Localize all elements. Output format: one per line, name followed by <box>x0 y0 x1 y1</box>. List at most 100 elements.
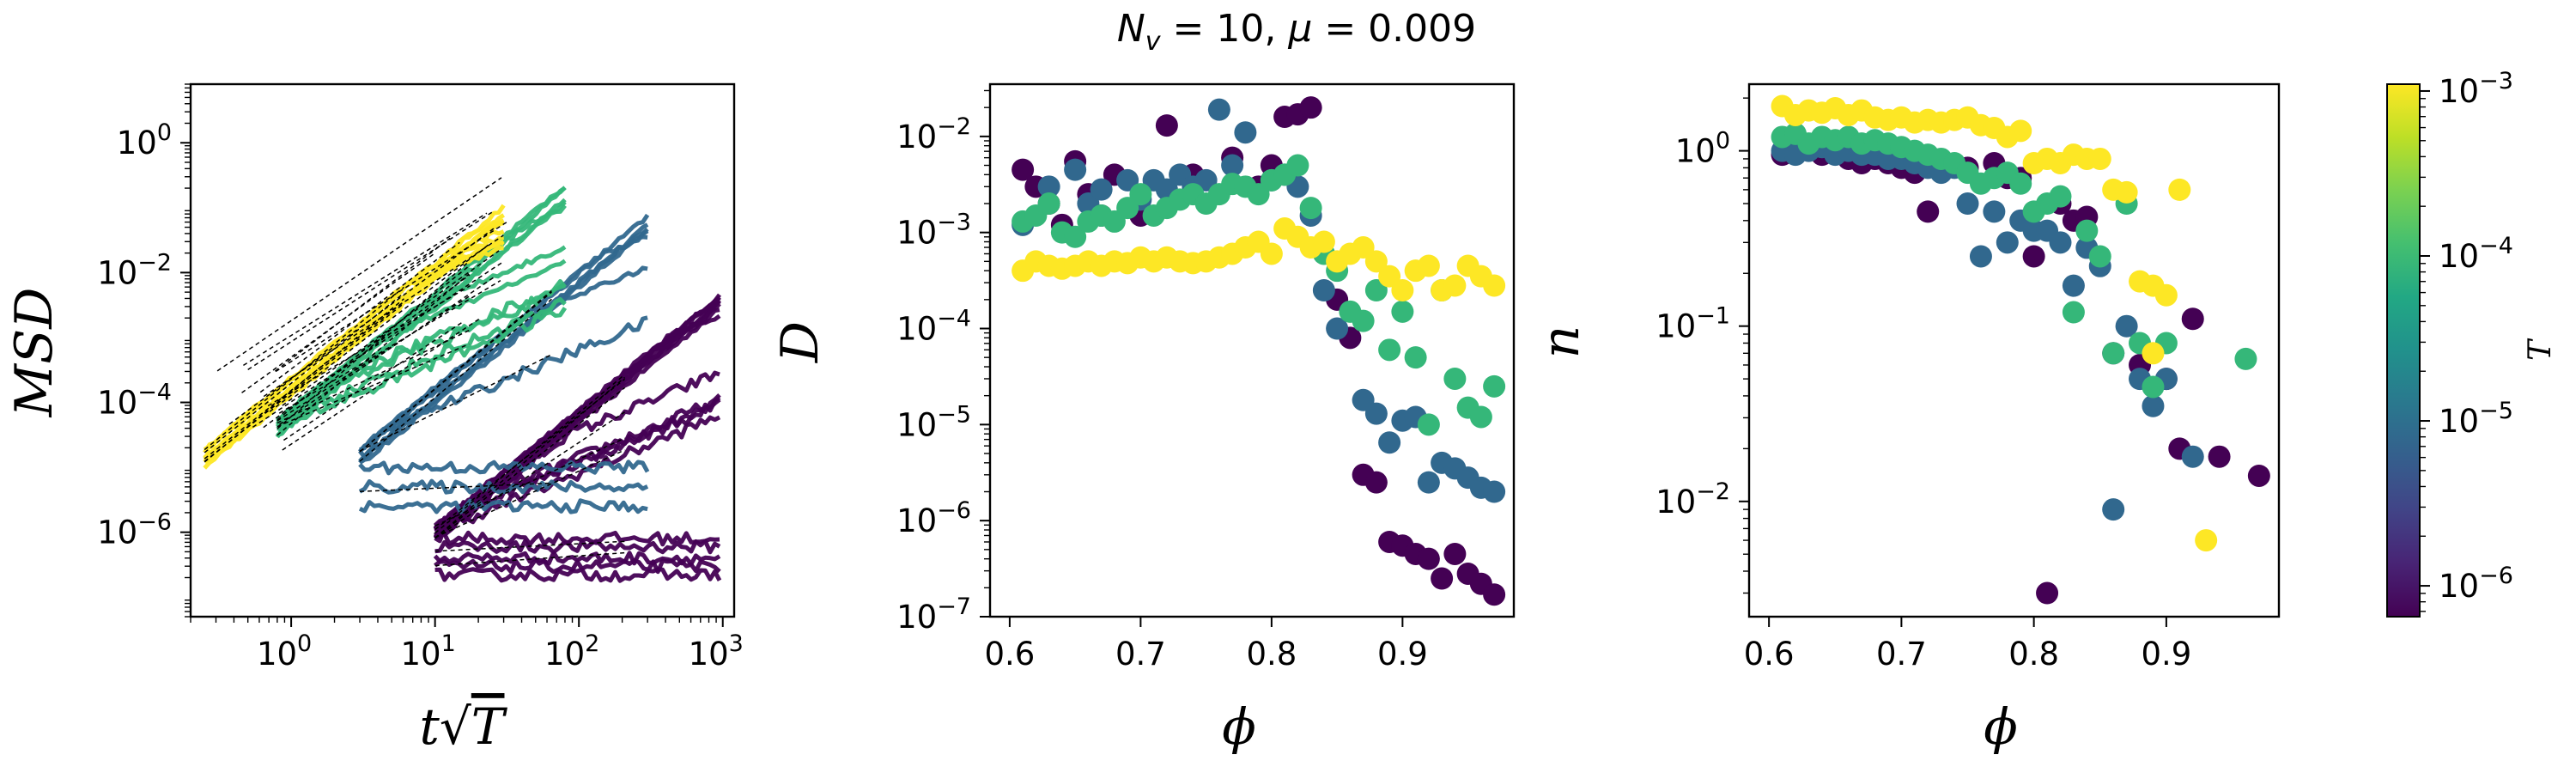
n-point <box>2234 347 2257 370</box>
D-point <box>1378 265 1401 288</box>
colorbar-label: T <box>2523 338 2558 361</box>
D-point <box>1483 274 1506 297</box>
D-x-tick-base: 0.8 <box>1246 636 1297 673</box>
n-y-tick-base: 10 <box>1656 484 1696 520</box>
n-x-tick-base: 0.8 <box>2008 636 2059 673</box>
n-y-axis-label: n <box>1531 326 1591 359</box>
n-y-tick-exponent: −1 <box>1696 303 1730 330</box>
figure-title: Nv = 10, μ = 0.009 <box>1117 7 1476 57</box>
D-series <box>1012 217 1506 302</box>
colorbar-tick-base: 10 <box>2439 403 2479 440</box>
msd-curve <box>434 539 721 555</box>
n-point <box>2049 185 2072 208</box>
D-y-tick-exponent: −5 <box>937 401 971 428</box>
msd-fit-line <box>360 482 552 493</box>
temperature-colorbar: 10−310−410−510−6T <box>2386 68 2558 618</box>
msd-curve <box>358 498 648 514</box>
msd-fit-line <box>243 212 488 367</box>
msd-fit-line <box>283 321 464 441</box>
n-point <box>2208 445 2231 468</box>
msd-x-tick-label: 103 <box>689 630 744 673</box>
msd-y-axis-label: MSD <box>4 288 64 418</box>
D-point <box>1391 279 1414 302</box>
msd-plot-area <box>203 177 722 583</box>
colorbar-tick-label: 10−6 <box>2439 563 2513 605</box>
D-point <box>1483 583 1506 606</box>
n-point <box>2075 219 2099 242</box>
D-point <box>1431 567 1454 590</box>
D-x-tick-base: 0.6 <box>984 636 1035 673</box>
n-y-tick-exponent: 0 <box>1716 128 1730 155</box>
D-point <box>1037 175 1060 198</box>
D-x-tick-base: 0.7 <box>1115 636 1166 673</box>
D-series <box>1012 154 1506 436</box>
D-y-tick-exponent: −7 <box>937 593 971 620</box>
n-point <box>2168 178 2191 201</box>
n-series <box>1771 132 2270 605</box>
msd-x-tick-base: 10 <box>257 636 297 673</box>
msd-fit-line <box>247 211 494 370</box>
msd-x-tick-label: 101 <box>401 630 456 673</box>
D-y-tick-label: 10−3 <box>896 210 971 252</box>
msd-fit-line <box>282 317 482 451</box>
msd-fit-line <box>278 276 495 425</box>
msd-y-tick-exponent: −2 <box>137 249 172 276</box>
D-point <box>1378 338 1401 362</box>
msd-fit-line <box>434 551 625 567</box>
n-point <box>1969 245 1992 268</box>
D-point <box>1194 168 1218 192</box>
n-point <box>2036 581 2059 605</box>
msd-x-tick-label: 102 <box>544 630 599 673</box>
msd-y-tick-label: 10−4 <box>97 380 172 422</box>
msd-x-tick-base: 10 <box>544 636 585 673</box>
msd-fit-line <box>204 292 404 453</box>
n-series <box>1771 94 2218 552</box>
xlabel-sqrt: √ <box>440 697 471 756</box>
D-y-tick-base: 10 <box>896 215 937 252</box>
n-y-tick-base: 10 <box>1675 133 1716 170</box>
n-y-tick-label: 100 <box>1675 128 1730 170</box>
D-y-tick-exponent: −2 <box>937 113 971 140</box>
msd-x-tick-base: 10 <box>689 636 729 673</box>
D-y-tick-exponent: −4 <box>937 306 971 332</box>
diffusion-panel: 0.6 0.7 0.8 0.910−710−610−510−410−310−2ϕD <box>770 82 1516 756</box>
msd-fit-line <box>204 301 404 460</box>
D-plot-area <box>1012 96 1506 606</box>
n-x-tick-base: 0.7 <box>1876 636 1927 673</box>
title-val: = 0.009 <box>1312 7 1476 51</box>
D-x-axis-label: ϕ <box>1222 697 1256 756</box>
title-sub: v <box>1145 27 1162 57</box>
msd-y-tick-base: 10 <box>97 514 137 551</box>
D-point <box>1417 413 1440 436</box>
n-point <box>1956 192 1979 216</box>
msd-fit-line <box>359 289 552 453</box>
msd-axes-frame <box>189 82 736 618</box>
n-series <box>1771 136 2204 521</box>
D-point <box>1364 279 1388 302</box>
msd-fit-line <box>241 253 434 393</box>
n-point <box>2049 231 2072 254</box>
msd-curve <box>358 228 649 465</box>
msd-fit-line <box>276 343 470 428</box>
colorbar-tick-base: 10 <box>2439 73 2479 110</box>
D-point <box>1404 346 1427 369</box>
D-y-tick-base: 10 <box>896 311 937 348</box>
D-point <box>1299 197 1322 220</box>
msd-fit-line <box>434 437 625 526</box>
D-point <box>1064 225 1087 248</box>
msd-y-tick-base: 10 <box>97 254 137 291</box>
n-point <box>2142 342 2165 365</box>
D-x-tick-label: 0.6 <box>984 636 1035 673</box>
D-point <box>1037 192 1060 216</box>
msd-fit-line <box>216 177 502 372</box>
msd-x-axis-label: t√T <box>420 697 508 756</box>
n-point <box>1983 200 2006 223</box>
D-point <box>1443 542 1467 565</box>
xlabel-T: T <box>471 697 508 756</box>
msd-fit-line <box>259 241 460 393</box>
msd-y-tick-label: 10−2 <box>97 249 172 291</box>
title-rest: = 10, <box>1161 7 1289 51</box>
msd-y-tick-base: 10 <box>97 385 137 422</box>
